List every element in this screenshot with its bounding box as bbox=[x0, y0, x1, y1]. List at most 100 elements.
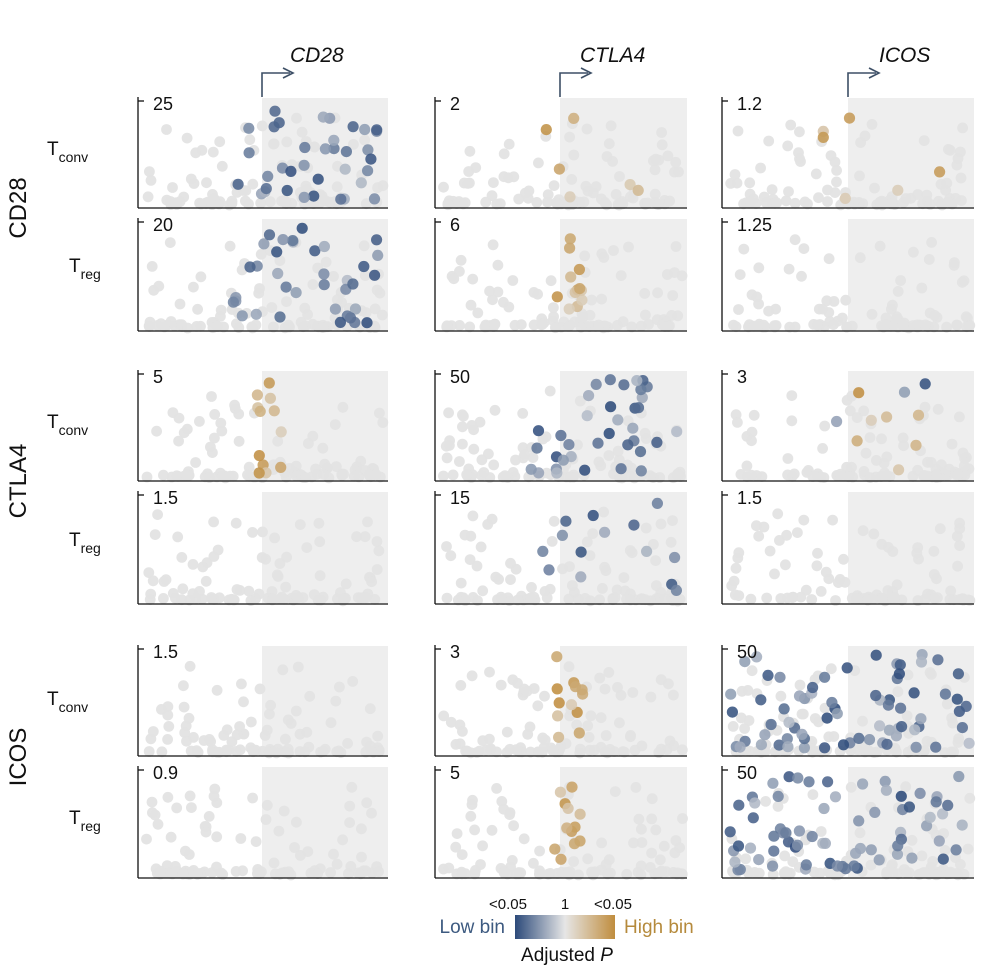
data-point bbox=[296, 126, 308, 138]
data-point bbox=[370, 468, 382, 480]
data-point bbox=[944, 144, 956, 156]
data-point bbox=[821, 712, 833, 724]
data-point bbox=[471, 560, 483, 572]
data-point bbox=[853, 387, 865, 399]
data-point bbox=[840, 294, 852, 306]
data-point bbox=[556, 529, 569, 542]
data-point bbox=[918, 135, 930, 147]
data-point bbox=[806, 594, 818, 605]
data-point bbox=[566, 174, 578, 185]
data-point bbox=[850, 593, 862, 604]
data-point bbox=[779, 850, 791, 862]
data-point bbox=[813, 303, 825, 315]
data-point bbox=[831, 176, 842, 188]
data-point bbox=[734, 741, 746, 753]
data-point bbox=[860, 447, 872, 459]
data-point bbox=[352, 592, 364, 603]
data-point bbox=[744, 842, 757, 854]
data-point bbox=[259, 730, 271, 741]
data-point bbox=[152, 818, 164, 830]
data-point bbox=[857, 525, 869, 537]
data-point bbox=[260, 183, 272, 195]
data-point bbox=[188, 281, 199, 293]
data-point bbox=[464, 321, 476, 333]
data-point bbox=[870, 689, 882, 702]
data-point bbox=[851, 435, 863, 447]
data-point bbox=[256, 120, 268, 132]
data-point bbox=[854, 170, 865, 182]
data-point bbox=[290, 460, 302, 472]
data-point bbox=[796, 728, 808, 741]
data-point bbox=[528, 319, 540, 331]
data-point bbox=[954, 540, 965, 551]
data-point bbox=[195, 271, 207, 283]
data-point bbox=[614, 171, 625, 182]
data-point bbox=[328, 848, 339, 860]
data-point bbox=[540, 124, 552, 136]
data-point bbox=[640, 309, 651, 321]
data-point bbox=[857, 715, 868, 727]
data-point bbox=[308, 190, 320, 202]
data-point bbox=[839, 192, 851, 204]
data-point bbox=[955, 172, 967, 184]
data-point bbox=[497, 471, 509, 483]
data-point bbox=[633, 813, 645, 825]
data-point bbox=[527, 452, 539, 463]
data-point bbox=[617, 746, 629, 757]
data-point bbox=[901, 867, 913, 879]
data-point bbox=[234, 744, 246, 756]
legend-tick-high: <0.05 bbox=[594, 896, 632, 913]
data-point bbox=[307, 279, 319, 290]
data-point bbox=[819, 420, 831, 432]
data-point bbox=[183, 470, 195, 481]
data-point bbox=[377, 417, 389, 428]
data-point bbox=[317, 442, 329, 454]
data-point bbox=[628, 837, 639, 849]
data-point bbox=[745, 593, 757, 605]
data-point bbox=[939, 747, 951, 758]
data-point bbox=[951, 159, 963, 171]
subrow-label-treg: Treg bbox=[69, 808, 101, 834]
data-point bbox=[640, 522, 652, 534]
data-point bbox=[655, 674, 667, 686]
data-point bbox=[298, 159, 310, 171]
data-point bbox=[822, 184, 833, 196]
data-point bbox=[869, 806, 881, 819]
row-label-ctla4: CTLA4 bbox=[5, 444, 32, 519]
data-point bbox=[585, 710, 597, 722]
data-point bbox=[755, 739, 768, 751]
data-point bbox=[731, 177, 743, 189]
data-point bbox=[780, 559, 791, 571]
data-point bbox=[934, 166, 946, 178]
data-point bbox=[532, 425, 545, 437]
data-point bbox=[880, 784, 893, 796]
data-point bbox=[228, 594, 239, 606]
data-point bbox=[317, 111, 329, 123]
data-point bbox=[825, 150, 837, 162]
data-point bbox=[301, 726, 313, 738]
data-point bbox=[178, 427, 190, 439]
panel-ctla4-cd28: 51.5 bbox=[137, 367, 389, 607]
data-point bbox=[848, 860, 860, 872]
data-point bbox=[525, 592, 537, 604]
data-point bbox=[149, 529, 161, 540]
subrow-label-treg: Treg bbox=[69, 530, 101, 556]
data-point bbox=[221, 744, 232, 756]
data-point bbox=[915, 713, 927, 725]
data-point bbox=[893, 464, 905, 476]
data-point bbox=[733, 547, 745, 559]
data-point bbox=[941, 321, 952, 333]
data-point bbox=[954, 594, 966, 605]
data-point bbox=[607, 594, 619, 606]
data-point bbox=[243, 147, 255, 159]
data-point bbox=[650, 555, 661, 566]
data-point bbox=[837, 739, 850, 751]
data-point bbox=[233, 408, 245, 420]
data-point bbox=[677, 813, 688, 824]
data-point bbox=[900, 781, 912, 793]
data-point bbox=[892, 286, 904, 297]
data-point bbox=[339, 593, 351, 605]
data-point bbox=[282, 743, 294, 755]
data-point bbox=[792, 772, 804, 784]
data-point bbox=[783, 771, 795, 783]
